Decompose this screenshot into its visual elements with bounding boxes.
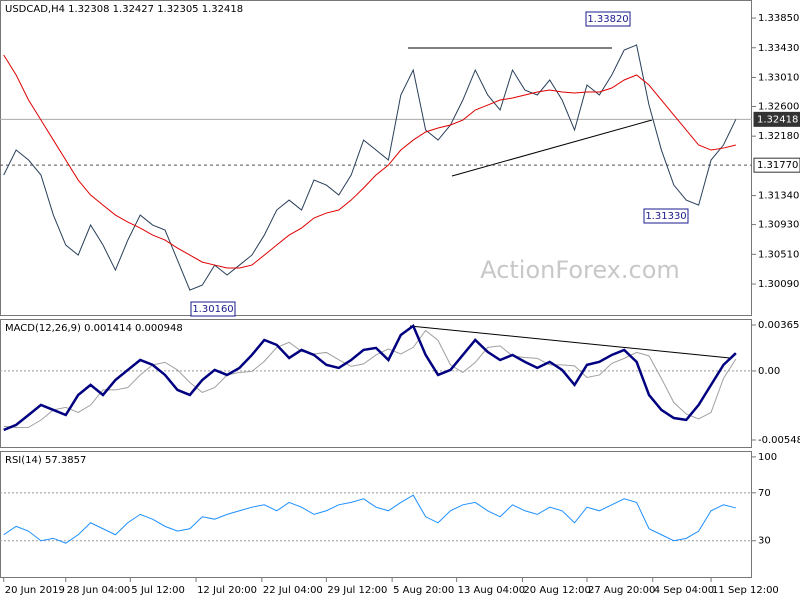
panel-frame [0,319,752,448]
annotation-box [190,301,236,317]
panel-frame [0,0,752,316]
x-tick-label: 29 Jul 12:00 [327,585,387,596]
y-tick-label: 70 [758,488,771,499]
x-tick-label: 20 Aug 12:00 [523,585,590,596]
panel-title: USDCAD,H4 1.32308 1.32427 1.32305 1.3241… [5,4,243,15]
x-tick-label: 5 Jul 12:00 [131,585,185,596]
annotation-label: 1.31330 [645,211,686,222]
y-tick-label: 1.32600 [758,101,799,112]
y-tick-label: 0.003651 [758,320,800,331]
series-line [3,329,737,429]
level-label: 1.32418 [757,114,798,125]
y-tick-label: 0.00 [758,366,780,377]
annotation-box [643,208,689,224]
annotation-label: 1.33820 [587,14,628,25]
trend-line [451,119,653,177]
y-tick-label: 1.33430 [758,43,799,54]
x-tick-label: 28 Jun 04:00 [67,585,131,596]
level-box [753,111,800,127]
level-box [753,157,800,173]
watermark: ActionForex.com [480,256,680,284]
x-tick-label: 22 Jul 04:00 [263,585,323,596]
series-line [3,44,737,291]
trend-line [409,325,731,359]
panel-frame [0,451,752,578]
annotation-box [585,11,631,27]
y-tick-label: 1.31340 [758,191,799,202]
panel-title: RSI(14) 57.3857 [5,455,86,466]
series-line [3,323,737,432]
y-tick-label: 1.30510 [758,249,799,260]
x-tick-label: 13 Aug 04:00 [458,585,525,596]
x-tick-label: 4 Sep 04:00 [654,585,714,596]
series-line [3,494,736,544]
y-tick-label: 1.33010 [758,72,799,83]
x-tick-label: 12 Jul 20:00 [197,585,257,596]
y-tick-label: 1.30930 [758,220,799,231]
x-tick-label: 20 Jun 2019 [5,585,65,596]
y-tick-label: 30 [758,536,771,547]
y-tick-label: 100 [758,452,777,463]
y-tick-label: -0.005489 [758,435,800,446]
x-tick-label: 5 Aug 20:00 [393,585,454,596]
y-tick-label: 1.33850 [758,13,799,24]
y-tick-label: 1.30090 [758,279,799,290]
annotation-label: 1.30160 [192,304,233,315]
x-tick-label: 27 Aug 20:00 [588,585,655,596]
y-tick-label: 1.32180 [758,131,799,142]
panel-title: MACD(12,26,9) 0.001414 0.000948 [5,323,183,334]
x-tick-label: 11 Sep 12:00 [712,585,779,596]
series-line [3,54,736,269]
level-label: 1.31770 [757,160,798,171]
